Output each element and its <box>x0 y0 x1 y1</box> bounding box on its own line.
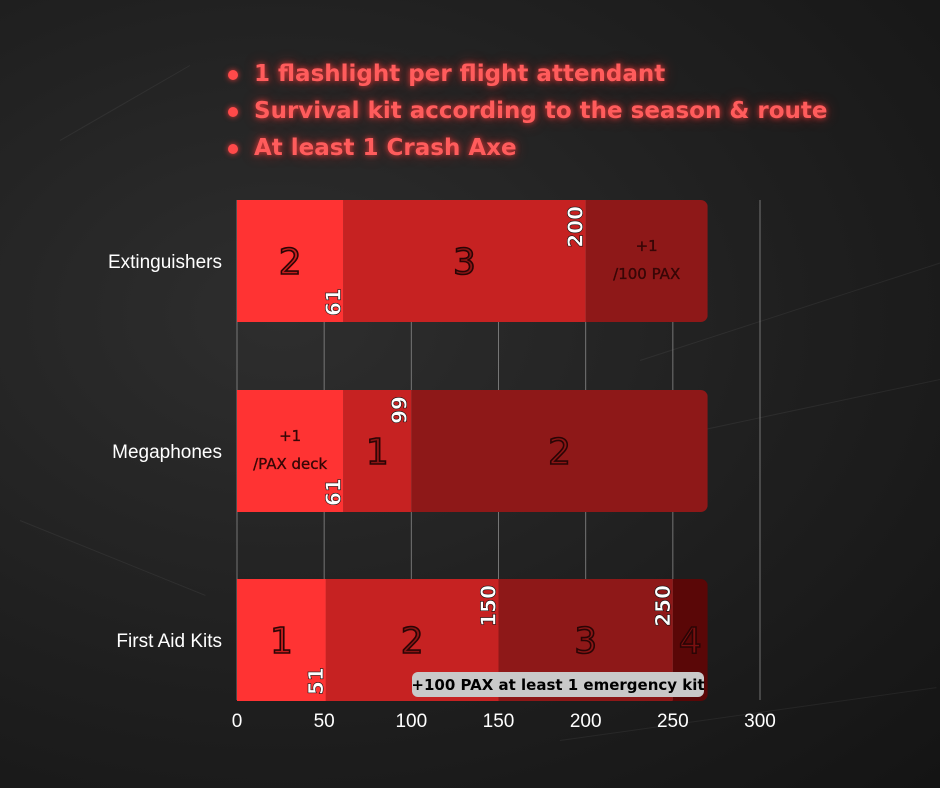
x-tick-label: 250 <box>657 711 689 732</box>
bullet-text: 1 flashlight per flight attendant <box>254 61 666 87</box>
segment-count-label: 2 <box>401 621 424 662</box>
annotation-text: +100 PAX at least 1 emergency kit <box>411 676 704 694</box>
segment-note-line: +1 <box>279 427 301 445</box>
threshold-label: 61 <box>321 288 345 316</box>
x-tick-label: 100 <box>395 711 427 732</box>
bar-segment-edge <box>237 579 247 701</box>
requirements-list: 1 flashlight per flight attendant Surviv… <box>226 58 828 169</box>
bar-segment <box>237 390 344 512</box>
bullet-item: At least 1 Crash Axe <box>226 132 828 169</box>
bullet-dot-icon <box>228 70 238 80</box>
bullet-dot-icon <box>228 144 238 154</box>
threshold-label: 250 <box>651 585 675 627</box>
bullet-item: 1 flashlight per flight attendant <box>226 58 828 95</box>
bars <box>237 200 708 701</box>
segment-count-label: 3 <box>574 621 597 662</box>
threshold-label: 200 <box>564 206 588 248</box>
threshold-label: 61 <box>321 478 345 506</box>
bar-row <box>237 200 708 322</box>
segment-count-label: 1 <box>270 621 293 662</box>
bar-segment-edge <box>237 390 247 512</box>
threshold-label: 51 <box>304 667 328 695</box>
segment-count-label: 4 <box>679 621 702 662</box>
bullet-text: At least 1 Crash Axe <box>254 135 517 161</box>
segment-count-label: 1 <box>366 432 389 473</box>
annotation-badge <box>412 672 704 697</box>
x-tick-label: 0 <box>232 711 243 732</box>
segment-note-line: +1 <box>636 237 658 255</box>
chart-labels: 0 50 100 150 200 250 300 Extinguishers 2 3 +1/100 … <box>108 206 776 732</box>
segment-count-label: 2 <box>548 432 571 473</box>
bullet-item: Survival kit according to the season & r… <box>226 95 828 132</box>
bullet-dot-icon <box>228 107 238 117</box>
bullet-text: Survival kit according to the season & r… <box>254 98 828 124</box>
category-label: First Aid Kits <box>116 631 222 652</box>
segment-note-line: /PAX deck <box>253 455 327 473</box>
bar-segment <box>411 390 708 512</box>
bar-row <box>237 390 708 512</box>
bar-segment <box>343 390 412 512</box>
threshold-label: 150 <box>477 585 501 627</box>
x-tick-label: 200 <box>570 711 602 732</box>
segment-note-line: /100 PAX <box>613 265 680 283</box>
bar-segment <box>237 200 344 322</box>
category-label: Extinguishers <box>108 252 222 273</box>
bar-segment <box>585 200 708 322</box>
category-label: Megaphones <box>112 442 222 463</box>
segment-count-label: 3 <box>453 242 476 283</box>
bar-segment <box>237 579 326 701</box>
x-tick-label: 300 <box>744 711 776 732</box>
segment-count-label: 2 <box>279 242 302 283</box>
threshold-label: 99 <box>388 396 412 424</box>
x-tick-label: 150 <box>483 711 515 732</box>
bar-segment-edge <box>237 200 247 322</box>
x-tick-label: 50 <box>314 711 335 732</box>
bar-segment <box>343 200 586 322</box>
